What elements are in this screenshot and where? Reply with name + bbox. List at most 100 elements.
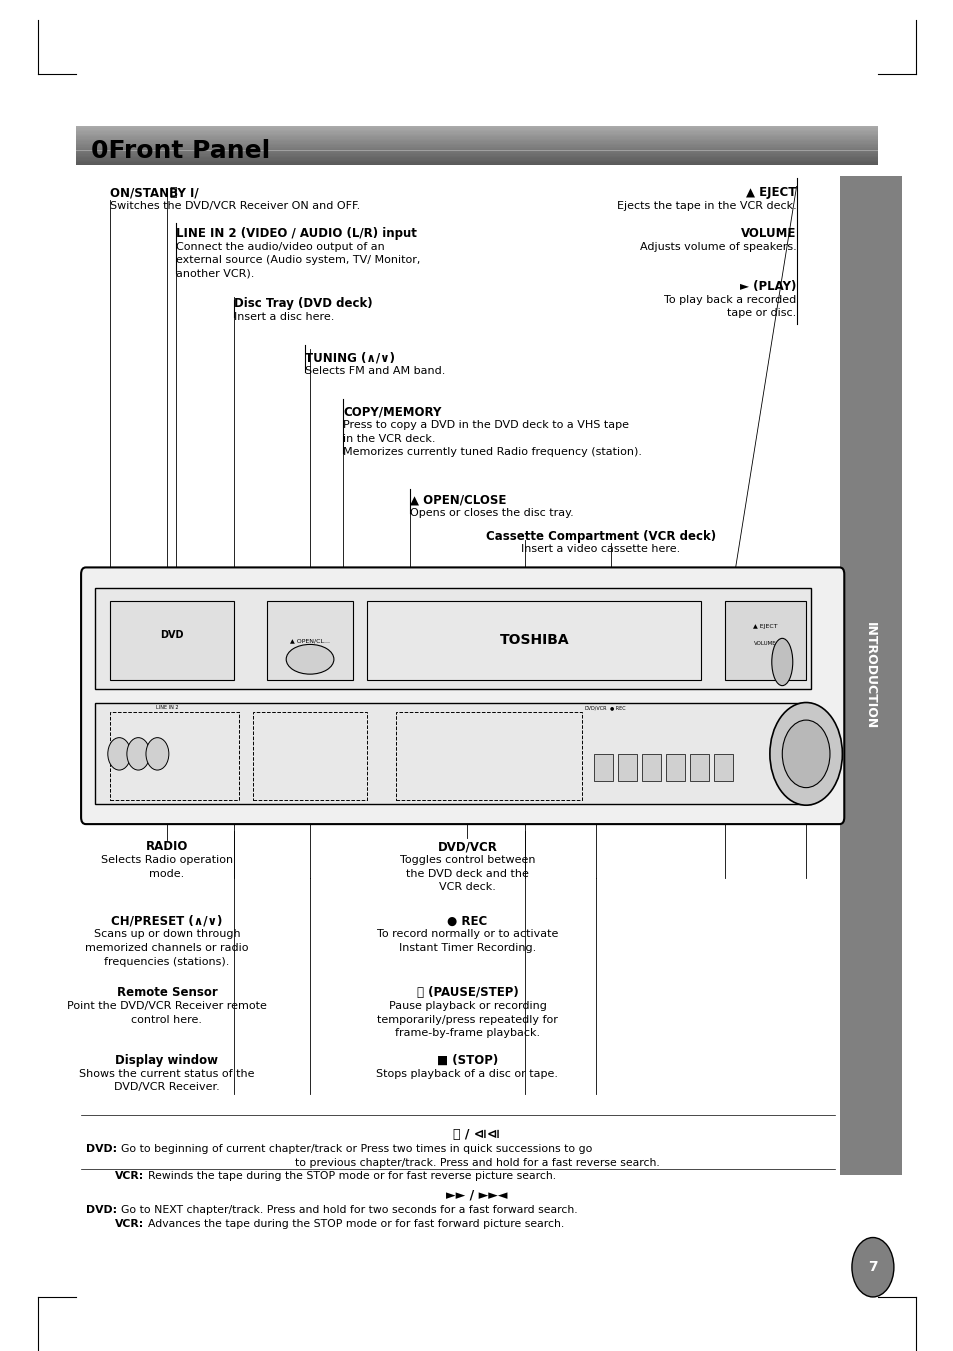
Text: ON/STANBY I/: ON/STANBY I/ bbox=[110, 186, 198, 200]
Bar bbox=[110, 601, 233, 680]
Bar bbox=[594, 754, 613, 781]
Text: DVD/VCR: DVD/VCR bbox=[437, 840, 497, 854]
Text: external source (Audio system, TV/ Monitor,: external source (Audio system, TV/ Monit… bbox=[176, 255, 420, 265]
Text: Selects FM and AM band.: Selects FM and AM band. bbox=[305, 366, 445, 376]
Text: Advances the tape during the STOP mode or for fast forward picture search.: Advances the tape during the STOP mode o… bbox=[148, 1219, 563, 1228]
Text: DVD:: DVD: bbox=[86, 1144, 117, 1154]
Text: to previous chapter/track. Press and hold for a fast reverse search.: to previous chapter/track. Press and hol… bbox=[294, 1158, 659, 1167]
Text: ▲ EJECT: ▲ EJECT bbox=[752, 624, 777, 630]
Text: Press to copy a DVD in the DVD deck to a VHS tape: Press to copy a DVD in the DVD deck to a… bbox=[343, 420, 629, 430]
Text: DVD/VCR: DVD/VCR bbox=[584, 705, 607, 711]
Bar bbox=[110, 712, 238, 800]
Text: Memorizes currently tuned Radio frequency (station).: Memorizes currently tuned Radio frequenc… bbox=[343, 447, 641, 457]
Text: Instant Timer Recording.: Instant Timer Recording. bbox=[398, 943, 536, 952]
Text: Remote Sensor: Remote Sensor bbox=[116, 986, 217, 1000]
Bar bbox=[641, 754, 660, 781]
Text: ■ (STOP): ■ (STOP) bbox=[436, 1054, 497, 1067]
Text: LINE IN 2: LINE IN 2 bbox=[155, 705, 178, 711]
Text: Go to NEXT chapter/track. Press and hold for two seconds for a fast forward sear: Go to NEXT chapter/track. Press and hold… bbox=[121, 1205, 578, 1215]
Text: Stops playback of a disc or tape.: Stops playback of a disc or tape. bbox=[376, 1069, 558, 1078]
Bar bbox=[267, 601, 353, 680]
Text: VCR:: VCR: bbox=[114, 1219, 144, 1228]
Text: Disc Tray (DVD deck): Disc Tray (DVD deck) bbox=[233, 297, 372, 311]
Bar bbox=[839, 176, 901, 1175]
Circle shape bbox=[781, 720, 829, 788]
Text: Point the DVD/VCR Receiver remote: Point the DVD/VCR Receiver remote bbox=[67, 1001, 267, 1011]
Text: the DVD deck and the: the DVD deck and the bbox=[406, 869, 528, 878]
Text: temporarily/press repeatedly for: temporarily/press repeatedly for bbox=[376, 1015, 558, 1024]
Text: 0Front Panel: 0Front Panel bbox=[91, 139, 270, 163]
Text: Opens or closes the disc tray.: Opens or closes the disc tray. bbox=[410, 508, 574, 517]
Text: Adjusts volume of speakers.: Adjusts volume of speakers. bbox=[639, 242, 796, 251]
Text: DVD:: DVD: bbox=[86, 1205, 117, 1215]
Ellipse shape bbox=[771, 639, 792, 686]
Text: Go to beginning of current chapter/track or Press two times in quick successions: Go to beginning of current chapter/track… bbox=[121, 1144, 592, 1154]
Text: Toggles control between: Toggles control between bbox=[399, 855, 535, 865]
Text: Display window: Display window bbox=[115, 1054, 218, 1067]
Bar bbox=[665, 754, 684, 781]
Text: Scans up or down through: Scans up or down through bbox=[93, 929, 240, 939]
Text: tape or disc.: tape or disc. bbox=[726, 308, 796, 317]
Text: Switches the DVD/VCR Receiver ON and OFF.: Switches the DVD/VCR Receiver ON and OFF… bbox=[110, 201, 359, 211]
Text: mode.: mode. bbox=[150, 869, 184, 878]
Bar bbox=[713, 754, 732, 781]
Circle shape bbox=[127, 738, 150, 770]
Text: VOLUME: VOLUME bbox=[753, 640, 776, 646]
Text: CH/PRESET (∧/∨): CH/PRESET (∧/∨) bbox=[112, 915, 222, 928]
Text: Cassette Compartment (VCR deck): Cassette Compartment (VCR deck) bbox=[485, 530, 716, 543]
Ellipse shape bbox=[286, 644, 334, 674]
Text: Ejects the tape in the VCR deck.: Ejects the tape in the VCR deck. bbox=[617, 201, 796, 211]
Bar bbox=[367, 601, 700, 680]
Text: in the VCR deck.: in the VCR deck. bbox=[343, 434, 436, 443]
Text: ● REC: ● REC bbox=[610, 705, 625, 711]
Text: INTRODUCTION: INTRODUCTION bbox=[863, 621, 876, 730]
Text: ▲ OPEN/CLOSE: ▲ OPEN/CLOSE bbox=[410, 493, 506, 507]
Text: VCR deck.: VCR deck. bbox=[438, 882, 496, 892]
Text: VCR:: VCR: bbox=[114, 1171, 144, 1181]
Bar bbox=[95, 703, 810, 804]
Text: memorized channels or radio: memorized channels or radio bbox=[85, 943, 249, 952]
Text: To play back a recorded: To play back a recorded bbox=[663, 295, 796, 304]
Bar bbox=[618, 754, 637, 781]
Text: ► (PLAY): ► (PLAY) bbox=[740, 280, 796, 293]
Text: ►► / ►►◄: ►► / ►►◄ bbox=[446, 1189, 507, 1202]
Text: Insert a disc here.: Insert a disc here. bbox=[233, 312, 334, 322]
Text: 7: 7 bbox=[867, 1260, 877, 1274]
Text: To record normally or to activate: To record normally or to activate bbox=[376, 929, 558, 939]
Text: TOSHIBA: TOSHIBA bbox=[499, 634, 568, 647]
Circle shape bbox=[769, 703, 841, 805]
Text: LINE IN 2 (VIDEO / AUDIO (L/R) input: LINE IN 2 (VIDEO / AUDIO (L/R) input bbox=[176, 227, 416, 240]
Text: DVD/VCR Receiver.: DVD/VCR Receiver. bbox=[114, 1082, 219, 1092]
Text: Shows the current status of the: Shows the current status of the bbox=[79, 1069, 254, 1078]
Text: Selects Radio operation: Selects Radio operation bbox=[101, 855, 233, 865]
Text: Pause playback or recording: Pause playback or recording bbox=[388, 1001, 546, 1011]
FancyBboxPatch shape bbox=[76, 127, 877, 165]
Text: Connect the audio/video output of an: Connect the audio/video output of an bbox=[176, 242, 385, 251]
Circle shape bbox=[108, 738, 131, 770]
Bar bbox=[95, 588, 810, 689]
Text: frame-by-frame playback.: frame-by-frame playback. bbox=[395, 1028, 539, 1038]
Circle shape bbox=[146, 738, 169, 770]
Text: Insert a video cassette here.: Insert a video cassette here. bbox=[521, 544, 679, 554]
Text: ▲ OPEN/CL...: ▲ OPEN/CL... bbox=[290, 638, 330, 643]
Text: VOLUME: VOLUME bbox=[740, 227, 796, 240]
Text: another VCR).: another VCR). bbox=[176, 269, 254, 278]
Text: ⏮ / ⧏⧏: ⏮ / ⧏⧏ bbox=[453, 1128, 500, 1142]
Bar bbox=[253, 712, 367, 800]
Bar bbox=[724, 601, 805, 680]
FancyBboxPatch shape bbox=[81, 567, 843, 824]
Text: ● REC: ● REC bbox=[447, 915, 487, 928]
Circle shape bbox=[851, 1238, 893, 1297]
Bar bbox=[689, 754, 708, 781]
Text: RADIO: RADIO bbox=[146, 840, 188, 854]
Text: ⏻: ⏻ bbox=[170, 186, 177, 200]
Text: COPY/MEMORY: COPY/MEMORY bbox=[343, 405, 441, 419]
Bar bbox=[395, 712, 581, 800]
Text: TUNING (∧/∨): TUNING (∧/∨) bbox=[305, 351, 395, 365]
Text: ⏸ (PAUSE/STEP): ⏸ (PAUSE/STEP) bbox=[416, 986, 517, 1000]
Text: ▲ EJECT: ▲ EJECT bbox=[745, 186, 796, 200]
Text: frequencies (stations).: frequencies (stations). bbox=[104, 957, 230, 966]
Text: control here.: control here. bbox=[132, 1015, 202, 1024]
Text: Rewinds the tape during the STOP mode or for fast reverse picture search.: Rewinds the tape during the STOP mode or… bbox=[148, 1171, 556, 1181]
Text: DVD: DVD bbox=[160, 630, 183, 640]
